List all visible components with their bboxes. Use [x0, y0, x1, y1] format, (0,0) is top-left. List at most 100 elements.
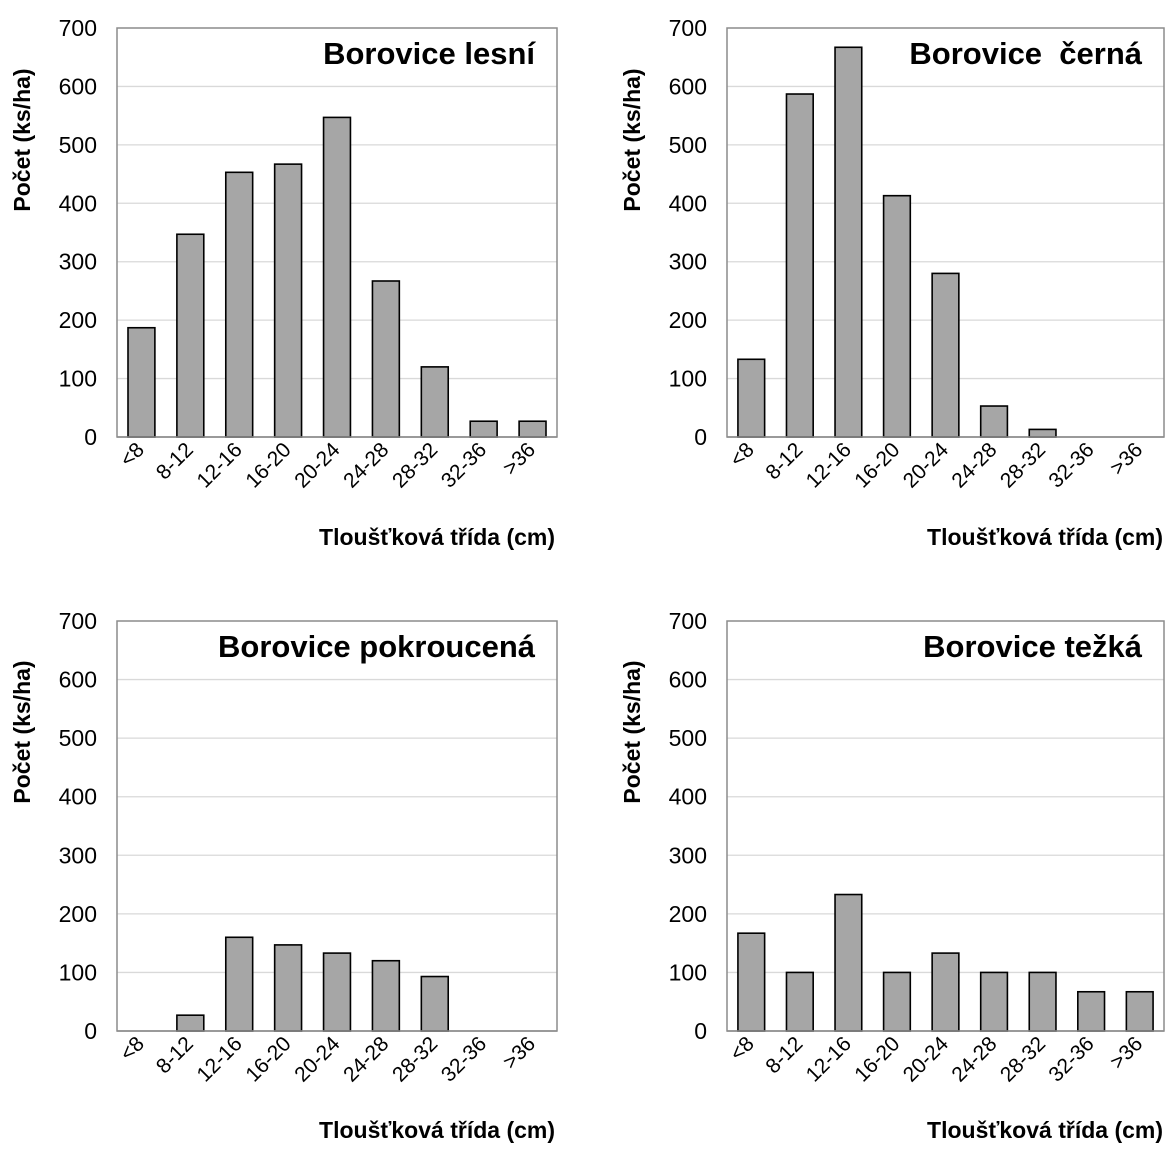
y-tick-label: 700	[669, 608, 707, 634]
y-tick-label: 0	[694, 1018, 707, 1044]
bar	[420, 975, 450, 1032]
y-tick-label: 600	[59, 667, 97, 693]
panel-title: Borovice pokroucená	[218, 629, 536, 664]
chart-panel-3: 0 100 200 300 400 500 600 700 <8 8-1212-1616-2020…	[9, 608, 558, 1143]
x-tick-label: 32-36	[437, 1032, 491, 1086]
bar	[882, 971, 912, 1032]
bar	[224, 936, 254, 1032]
bar	[273, 163, 303, 438]
y-tick-label: 700	[59, 15, 97, 41]
y-tick-label: 200	[59, 307, 97, 333]
y-tick-label: 500	[669, 132, 707, 158]
x-tick-label: 32-36	[437, 438, 491, 492]
panel-title: Borovice težká	[923, 629, 1143, 664]
y-tick-label: 300	[59, 249, 97, 275]
bar	[979, 971, 1009, 1032]
x-tick-label: 24-28	[947, 1032, 1001, 1086]
bar	[322, 952, 352, 1032]
bar	[322, 116, 352, 438]
x-tick-label: <8	[116, 438, 149, 471]
x-axis-label: Tloušťková třída (cm)	[927, 524, 1163, 550]
bar	[785, 971, 814, 1032]
chart-panel-1: 0 100 200 300 400 500 600 700 <8 8-1212-1616-2020…	[9, 15, 558, 550]
y-tick-label: 200	[669, 901, 707, 927]
chart-panel-4: 0 100 200 300 400 500 600 700 <8 8-1212-1616-2020…	[619, 608, 1165, 1143]
x-tick-label: <8	[116, 1032, 149, 1065]
y-tick-label: 500	[59, 725, 97, 751]
x-tick-label: <8	[726, 1032, 759, 1065]
x-tick-label: 8-12	[761, 438, 807, 484]
bar	[931, 272, 960, 438]
x-tick-label: 8-12	[761, 1032, 807, 1078]
bar	[931, 952, 960, 1032]
panel-title: Borovice lesní	[323, 36, 536, 71]
x-tick-label: 8-12	[152, 1032, 198, 1078]
bar	[127, 326, 156, 438]
x-tick-label: >36	[499, 1032, 540, 1073]
y-tick-label: 100	[59, 959, 97, 985]
y-tick-label: 500	[669, 725, 707, 751]
x-tick-label: >36	[1106, 1032, 1147, 1073]
y-tick-label: 200	[669, 307, 707, 333]
x-tick-label: 12-16	[802, 1032, 856, 1086]
x-tick-label: 24-28	[339, 438, 393, 492]
y-tick-label: 200	[59, 901, 97, 927]
bar	[1077, 990, 1106, 1032]
x-tick-label: 16-20	[241, 1032, 295, 1086]
x-tick-label: 28-32	[388, 1032, 442, 1086]
x-tick-label: 24-28	[339, 1032, 393, 1086]
x-tick-label: 32-36	[1044, 1032, 1098, 1086]
bar	[737, 932, 766, 1032]
bar	[518, 420, 547, 438]
chart-panel-2: 0 100 200 300 400 500 600 700 <8 8-1212-1616-2020…	[619, 15, 1165, 550]
x-tick-label: 16-20	[241, 438, 295, 492]
bar	[420, 366, 450, 438]
y-axis-label: Počet (ks/ha)	[9, 68, 35, 211]
bar	[979, 405, 1009, 438]
x-tick-label: 20-24	[290, 438, 344, 492]
x-tick-label: 28-32	[388, 438, 442, 492]
y-tick-label: 600	[59, 73, 97, 99]
bar	[176, 233, 205, 438]
bar	[834, 893, 863, 1032]
y-tick-label: 300	[669, 249, 707, 275]
y-tick-label: 400	[59, 190, 97, 216]
y-tick-label: 400	[669, 190, 707, 216]
x-tick-label: 20-24	[290, 1032, 344, 1086]
x-axis-label: Tloušťková třída (cm)	[319, 524, 555, 550]
y-tick-label: 0	[694, 424, 707, 450]
x-tick-label: >36	[499, 438, 540, 479]
y-tick-label: 400	[59, 784, 97, 810]
y-axis-label: Počet (ks/ha)	[619, 660, 645, 803]
y-tick-label: 700	[669, 15, 707, 41]
x-tick-label: 20-24	[899, 438, 953, 492]
y-tick-label: 100	[669, 959, 707, 985]
y-axis-label: Počet (ks/ha)	[619, 68, 645, 211]
x-tick-label: >36	[1106, 438, 1147, 479]
x-tick-label: 12-16	[193, 438, 247, 492]
panel-title: Borovice černá	[909, 36, 1142, 71]
y-tick-label: 0	[84, 424, 97, 450]
bar	[882, 194, 912, 438]
bar	[737, 358, 766, 438]
bar	[371, 959, 401, 1032]
bar	[371, 280, 401, 438]
x-tick-label: 24-28	[947, 438, 1001, 492]
bar	[469, 420, 498, 438]
bar	[224, 171, 254, 438]
bar	[1028, 428, 1057, 438]
y-tick-label: 600	[669, 73, 707, 99]
bar	[785, 93, 814, 438]
x-tick-label: 28-32	[996, 1032, 1050, 1086]
y-tick-label: 600	[669, 667, 707, 693]
bar	[273, 944, 303, 1032]
x-tick-label: 12-16	[193, 1032, 247, 1086]
y-tick-label: 500	[59, 132, 97, 158]
x-tick-label: 32-36	[1044, 438, 1098, 492]
x-tick-label: 16-20	[850, 1032, 904, 1086]
bar	[1125, 990, 1154, 1032]
x-tick-label: <8	[726, 438, 759, 471]
y-tick-label: 700	[59, 608, 97, 634]
bar	[834, 46, 863, 438]
bar	[1028, 971, 1057, 1032]
